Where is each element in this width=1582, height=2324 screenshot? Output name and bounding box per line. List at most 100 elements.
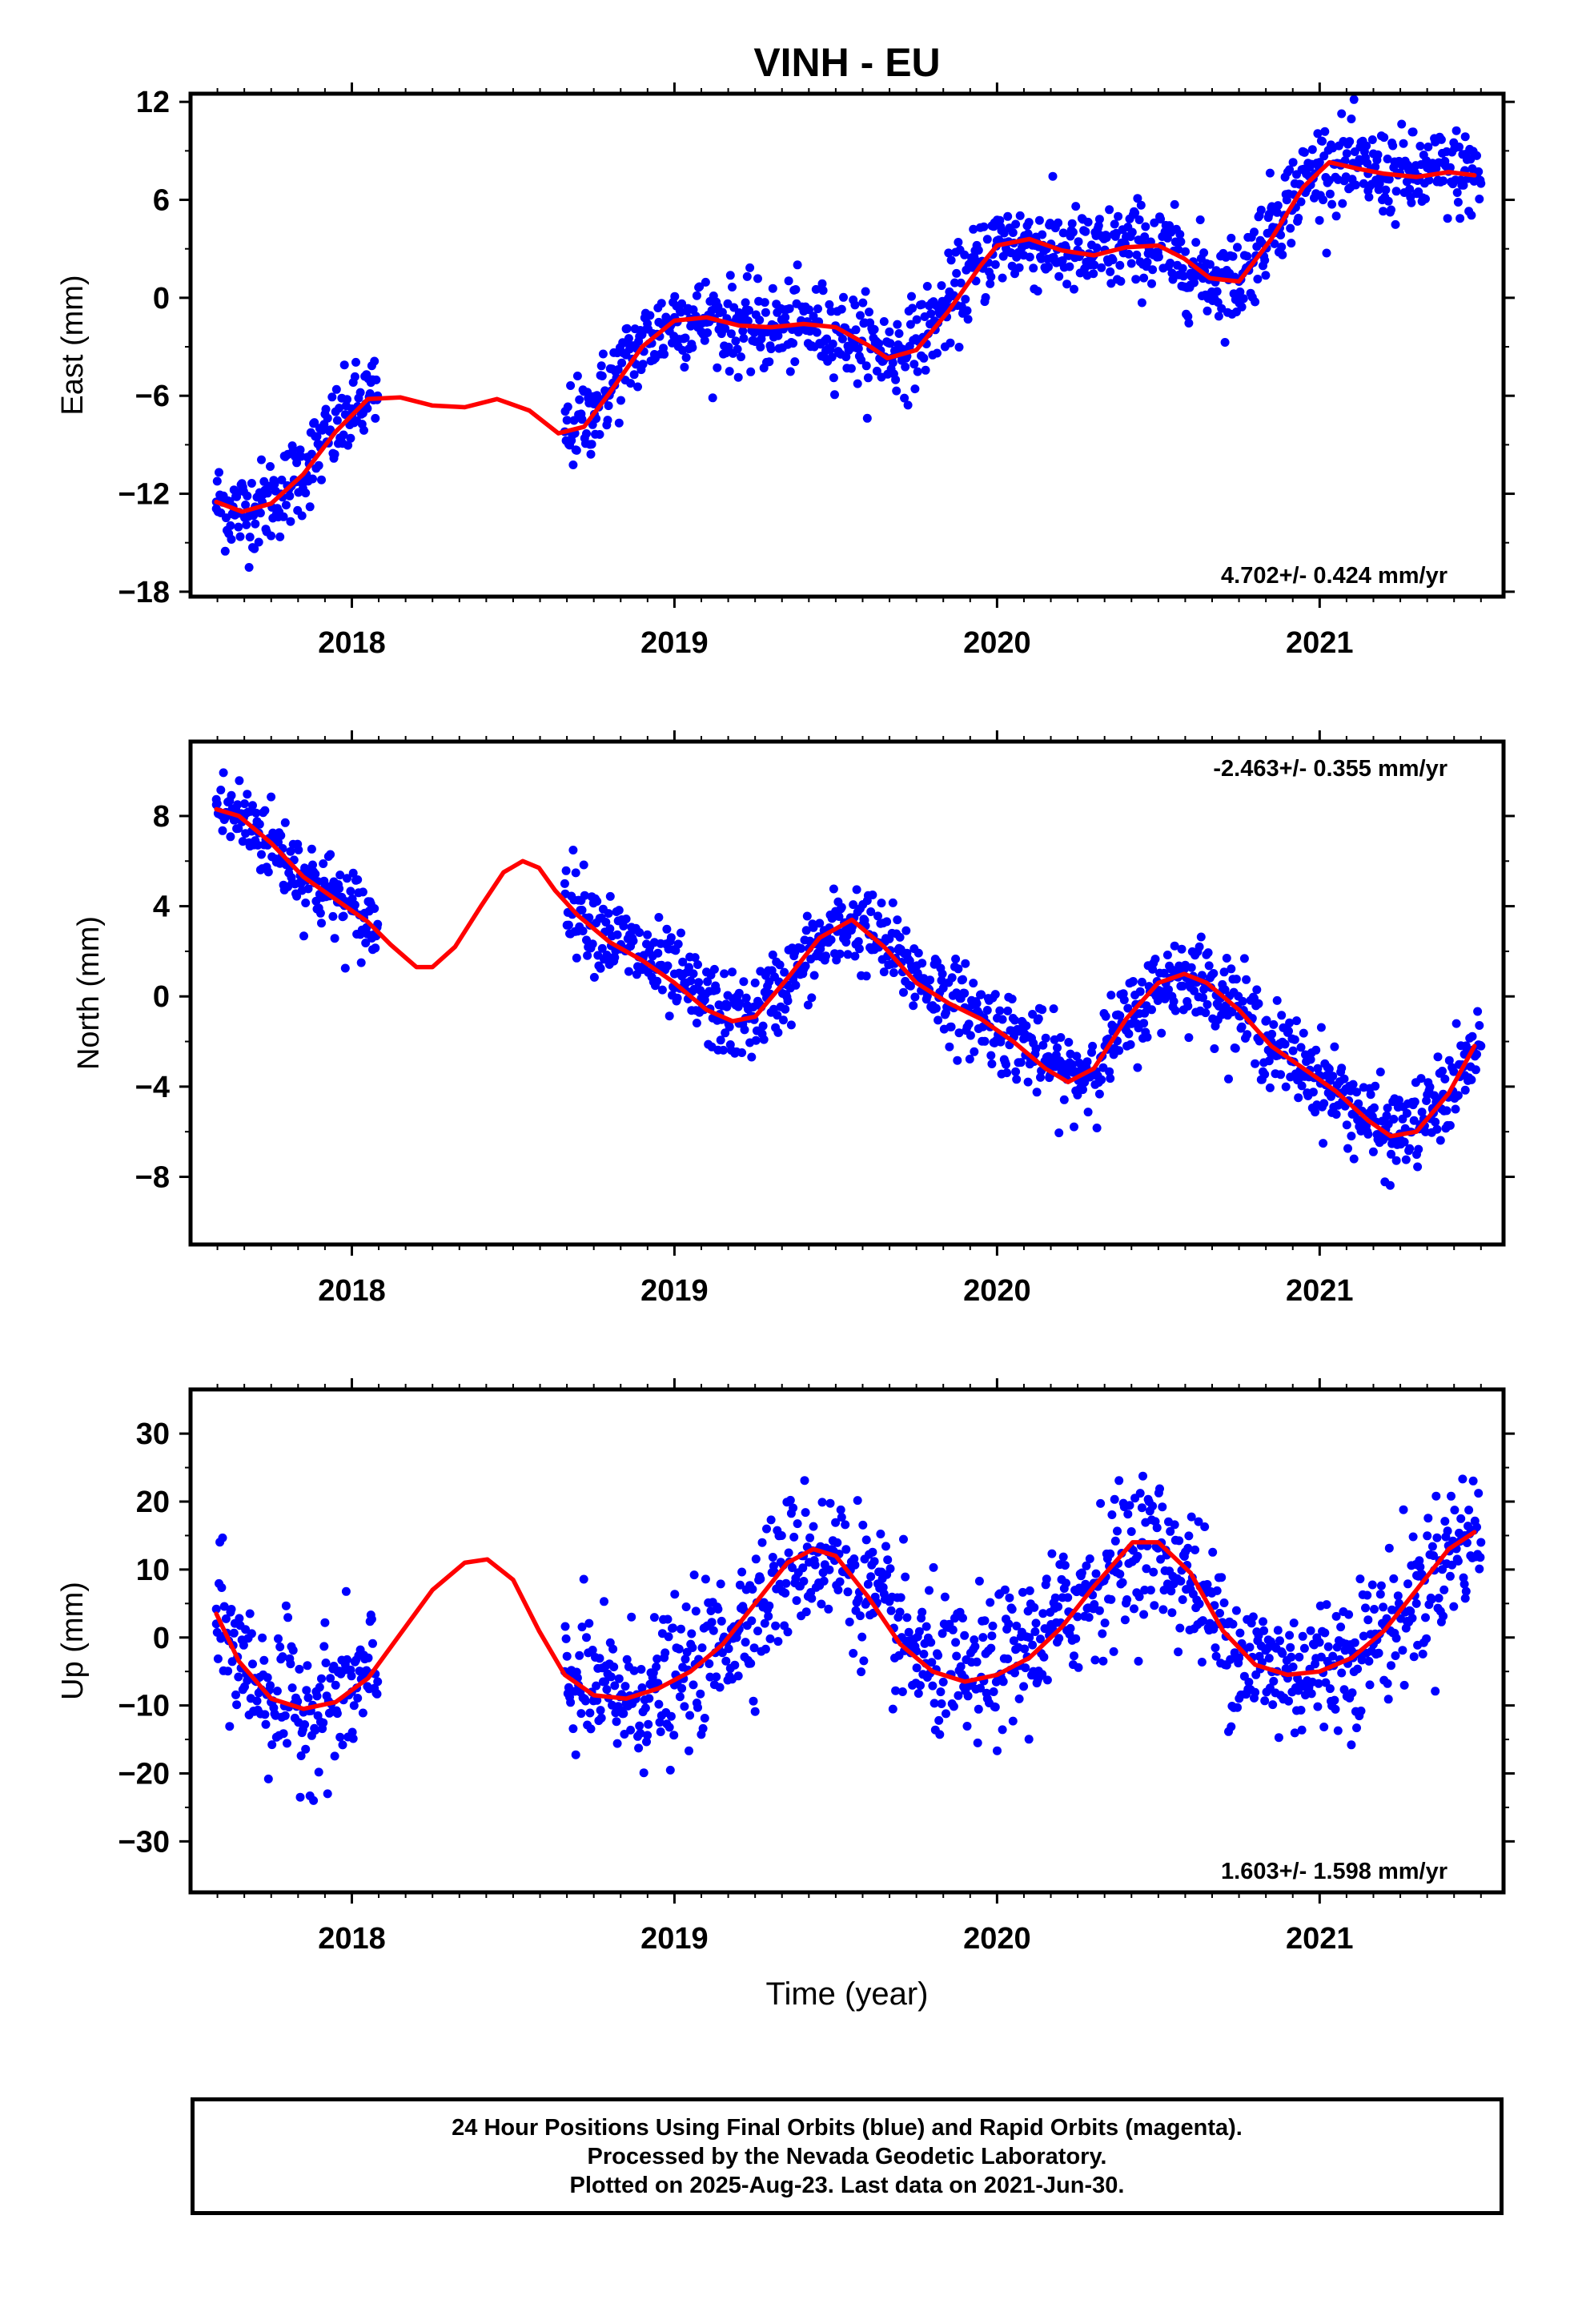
east-data-point: [785, 304, 794, 313]
north-x-tick-label: 2020: [963, 1274, 1031, 1308]
up-data-point: [588, 1646, 597, 1655]
up-data-point: [1408, 1532, 1418, 1542]
north-data-point: [1183, 1001, 1193, 1011]
east-data-point: [1243, 251, 1252, 261]
up-data-point: [1215, 1608, 1224, 1618]
north-data-point: [673, 993, 682, 1003]
north-data-point: [1157, 1028, 1166, 1038]
east-data-point: [733, 344, 742, 354]
north-data-point: [709, 964, 719, 974]
north-data-point: [233, 800, 243, 810]
up-data-point: [232, 1700, 242, 1710]
up-data-point: [1194, 1517, 1203, 1526]
up-data-point: [263, 1774, 273, 1783]
north-data-point: [773, 1011, 782, 1020]
east-data-point: [587, 440, 596, 449]
up-data-point: [1042, 1574, 1051, 1584]
up-data-point: [1025, 1586, 1034, 1595]
east-data-point: [851, 325, 861, 335]
up-data-point: [634, 1743, 644, 1753]
east-data-point: [713, 363, 722, 372]
east-data-point: [1190, 278, 1199, 287]
up-data-point: [1100, 1618, 1110, 1628]
up-data-point: [1421, 1613, 1430, 1622]
east-data-point: [1183, 312, 1193, 321]
north-data-point: [1416, 1074, 1426, 1084]
up-data-point: [1259, 1617, 1267, 1626]
north-data-point: [1414, 1144, 1423, 1154]
up-data-point: [1166, 1586, 1176, 1596]
up-data-point: [602, 1685, 612, 1695]
up-data-point: [1363, 1615, 1373, 1625]
north-sample-point: [1460, 1071, 1470, 1080]
east-data-point: [1349, 94, 1359, 104]
east-data-point: [785, 367, 795, 376]
north-data-point: [1222, 954, 1231, 963]
north-data-point: [1294, 1093, 1303, 1103]
east-plot-frame: [188, 91, 1506, 599]
up-data-point: [698, 1723, 708, 1733]
east-data-point: [893, 320, 902, 329]
up-data-point: [845, 1617, 854, 1626]
up-data-point: [1387, 1661, 1395, 1671]
up-data-point: [1110, 1536, 1120, 1546]
north-sample-point: [605, 924, 615, 934]
north-data-point: [663, 961, 673, 971]
up-data-point: [1219, 1598, 1229, 1607]
up-data-point: [252, 1696, 262, 1706]
north-data-point: [643, 930, 652, 939]
east-data-point: [789, 339, 798, 348]
up-data-point: [707, 1618, 717, 1627]
north-data-point: [965, 1055, 974, 1063]
east-data-point: [781, 312, 790, 322]
north-data-point: [1432, 1124, 1442, 1134]
north-data-point: [1452, 1019, 1461, 1028]
east-data-point: [1102, 233, 1111, 243]
up-data-point: [1137, 1503, 1146, 1513]
up-data-point: [1328, 1651, 1338, 1661]
up-data-point: [1199, 1616, 1207, 1626]
north-data-point: [1296, 1043, 1306, 1052]
east-data-point: [577, 415, 587, 424]
east-data-point: [323, 413, 332, 423]
up-data-point: [793, 1519, 802, 1529]
up-data-point: [807, 1594, 817, 1603]
east-data-point: [1015, 211, 1025, 220]
north-data-point: [1186, 963, 1196, 972]
up-data-point: [1009, 1636, 1018, 1646]
north-data-point: [1405, 1144, 1415, 1153]
east-data-point: [1195, 215, 1205, 224]
up-data-point: [1008, 1716, 1018, 1726]
north-data-point: [1269, 1019, 1279, 1029]
east-data-point: [1235, 287, 1245, 296]
up-data-point: [367, 1614, 376, 1624]
up-data-point: [1476, 1553, 1485, 1562]
up-data-point: [652, 1662, 661, 1671]
up-data-point: [764, 1611, 773, 1621]
up-data-point: [332, 1709, 342, 1719]
up-data-point: [980, 1616, 990, 1626]
east-data-point: [1315, 215, 1324, 225]
north-data-point: [1348, 1080, 1358, 1089]
north-data-point: [1082, 1057, 1092, 1067]
east-sample-point: [1186, 268, 1195, 278]
east-data-point: [626, 379, 636, 388]
north-data-point: [219, 768, 228, 778]
up-data-point: [247, 1629, 256, 1638]
up-data-point: [1107, 1510, 1117, 1519]
north-data-point: [1054, 1128, 1064, 1138]
east-data-point: [277, 475, 287, 485]
up-data-point: [248, 1659, 257, 1669]
up-data-point: [218, 1533, 227, 1542]
north-data-point: [1231, 975, 1241, 984]
east-data-point: [1168, 275, 1178, 284]
up-data-point: [1475, 1564, 1484, 1574]
east-data-point: [247, 479, 256, 488]
east-data-point: [681, 353, 691, 362]
east-data-point: [1203, 306, 1212, 316]
up-data-point: [1403, 1579, 1412, 1589]
up-data-point: [288, 1646, 298, 1655]
north-data-point: [888, 898, 897, 907]
east-data-point: [946, 338, 955, 348]
north-data-point: [1036, 1072, 1045, 1082]
